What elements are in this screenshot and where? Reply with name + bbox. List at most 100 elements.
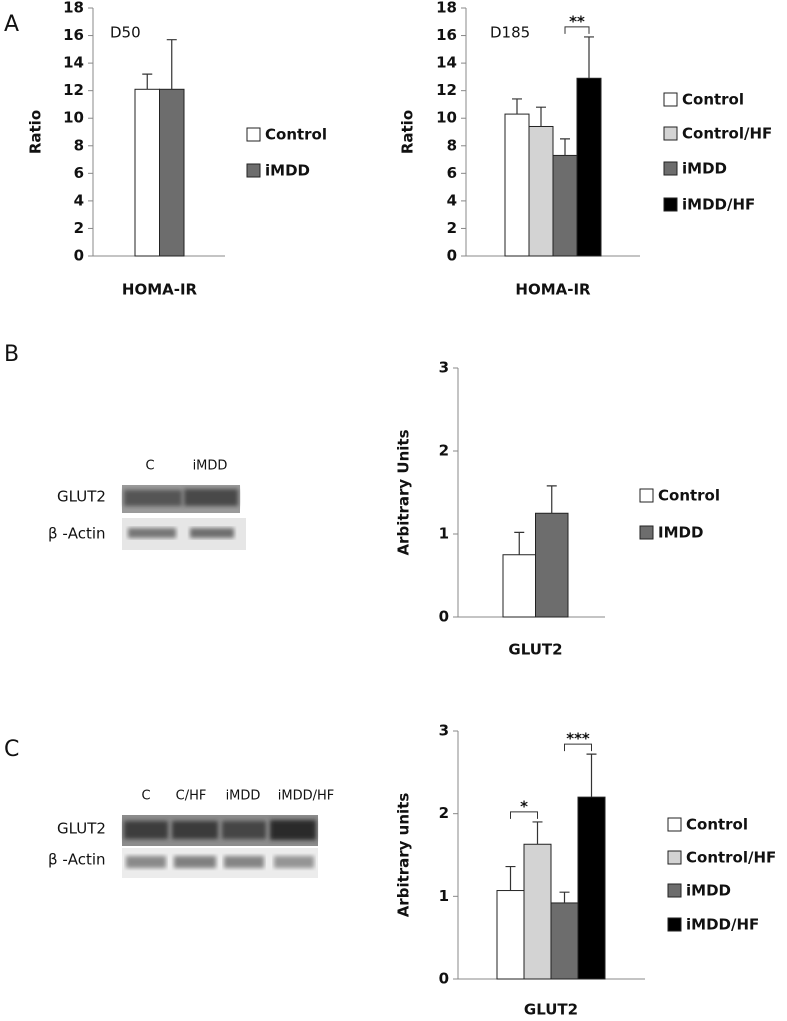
legend-swatch <box>246 163 261 178</box>
legend-swatch <box>667 883 682 898</box>
y-tick-label: 10 <box>436 109 457 127</box>
significance-bracket <box>564 743 592 752</box>
y-tick-label: 6 <box>447 164 457 182</box>
y-tick-label: 0 <box>447 247 457 265</box>
y-tick-label: 1 <box>439 525 449 543</box>
legend-label: iMDD <box>686 882 731 900</box>
legend-swatch <box>663 126 678 141</box>
error-bar <box>512 98 522 115</box>
lane-label: C/HF <box>176 789 207 804</box>
significance-label: ** <box>569 12 585 30</box>
bar <box>535 512 569 618</box>
bar <box>496 890 525 980</box>
error-bar <box>584 36 594 79</box>
error-bar <box>532 821 543 845</box>
y-tick-label: 8 <box>447 136 457 154</box>
error-bar <box>586 753 597 798</box>
x-tick-label: GLUT2 <box>524 1001 578 1019</box>
x-tick-label: GLUT2 <box>508 641 562 659</box>
lane-label: iMDD/HF <box>278 789 334 804</box>
legend-swatch <box>667 817 682 832</box>
legend-swatch <box>246 127 261 142</box>
y-tick-label: 8 <box>74 136 84 154</box>
row-label: β -Actin <box>48 525 106 543</box>
legend-label: Control/HF <box>682 125 772 143</box>
y-tick-label: 14 <box>436 54 457 72</box>
y-tick-label: 18 <box>436 0 457 17</box>
blot-image <box>122 815 318 878</box>
row-label: β -Actin <box>48 851 106 869</box>
annotation: D50 <box>110 24 141 42</box>
legend-label: Control <box>265 126 327 144</box>
bar <box>577 796 606 980</box>
legend-label: Control <box>682 91 744 109</box>
lane-label: C <box>145 459 154 474</box>
legend-label: iMDD/HF <box>682 196 755 214</box>
legend-swatch <box>667 917 682 932</box>
x-tick-label: HOMA-IR <box>122 281 198 299</box>
y-tick-label: 2 <box>439 442 449 460</box>
error-bar <box>559 891 570 903</box>
y-tick-label: 3 <box>439 722 449 740</box>
legend-swatch <box>663 161 678 176</box>
legend-label: Control <box>686 816 748 834</box>
y-tick-label: 10 <box>63 109 84 127</box>
y-axis-label: Ratio <box>27 110 45 154</box>
legend-label: iMDD <box>682 160 727 178</box>
legend-label: iMDD <box>265 162 310 180</box>
legend-swatch <box>663 197 678 212</box>
legend-label: Control/HF <box>686 849 776 867</box>
error-bar <box>505 865 516 891</box>
bar <box>576 77 602 257</box>
lane-label: iMDD <box>226 789 261 804</box>
legend-swatch <box>639 488 654 503</box>
x-tick-label: HOMA-IR <box>515 281 591 299</box>
bar <box>134 88 160 257</box>
lane-label: iMDD <box>193 459 228 474</box>
y-tick-label: 4 <box>74 191 84 209</box>
legend-swatch <box>663 92 678 107</box>
bar <box>504 113 530 257</box>
error-bar <box>142 73 153 90</box>
bar <box>550 902 579 980</box>
bar <box>552 154 578 257</box>
bar <box>159 88 185 257</box>
error-bar <box>514 531 525 555</box>
blot-image <box>122 485 246 550</box>
y-tick-label: 4 <box>447 191 457 209</box>
y-tick-label: 12 <box>63 81 84 99</box>
significance-bracket <box>510 811 538 819</box>
error-bar <box>560 138 570 156</box>
annotation: D185 <box>490 24 530 42</box>
y-tick-label: 0 <box>74 247 84 265</box>
legend-swatch <box>639 525 654 540</box>
legend-label: iMDD/HF <box>686 916 759 934</box>
y-axis-label: Arbitrary Units <box>395 429 413 555</box>
row-label: GLUT2 <box>57 488 106 506</box>
bar <box>502 554 536 618</box>
panel-label: A <box>4 12 19 37</box>
y-tick-label: 2 <box>439 804 449 822</box>
y-tick-label: 2 <box>447 219 457 237</box>
bar <box>528 125 554 257</box>
error-bar <box>546 485 557 514</box>
lane-label: C <box>141 789 150 804</box>
bar <box>523 843 552 980</box>
y-tick-label: 18 <box>63 0 84 17</box>
significance-bracket <box>564 26 590 34</box>
y-tick-label: 16 <box>436 26 457 44</box>
y-tick-label: 2 <box>74 219 84 237</box>
y-tick-label: 0 <box>439 608 449 626</box>
y-tick-label: 6 <box>74 164 84 182</box>
legend-label: IMDD <box>658 524 703 542</box>
y-tick-label: 12 <box>436 81 457 99</box>
legend-swatch <box>667 850 682 865</box>
legend-label: Control <box>658 487 720 505</box>
panel-label: C <box>4 737 19 762</box>
significance-label: * <box>520 797 528 815</box>
error-bar <box>166 39 177 90</box>
row-label: GLUT2 <box>57 820 106 838</box>
y-tick-label: 14 <box>63 54 84 72</box>
y-axis-label: Ratio <box>399 110 417 154</box>
